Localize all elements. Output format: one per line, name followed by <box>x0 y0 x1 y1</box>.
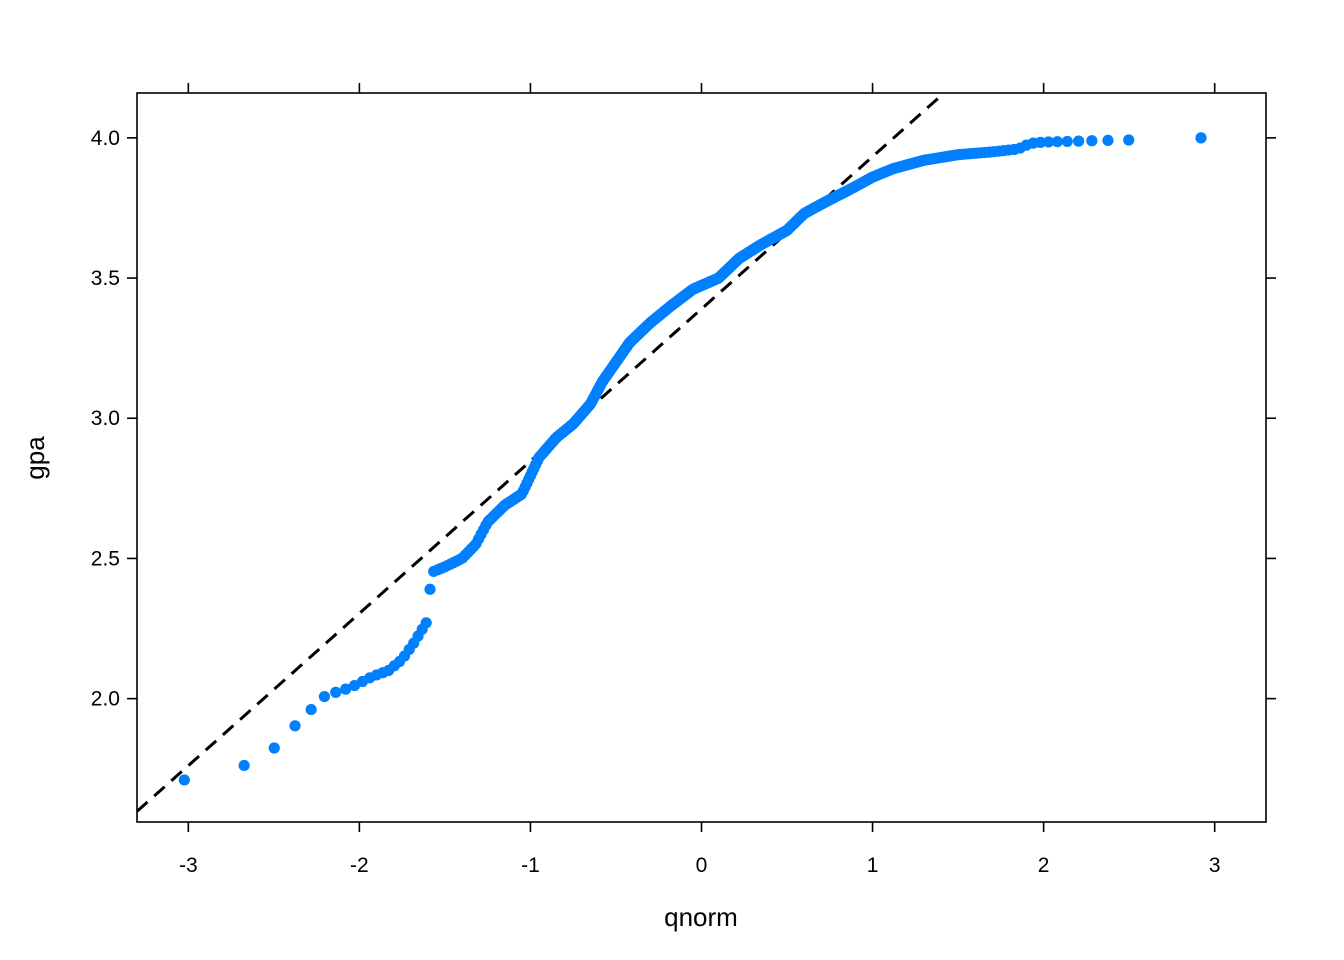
data-point <box>1102 134 1114 147</box>
x-tick-label: -3 <box>179 854 198 877</box>
x-tick-label: -1 <box>521 854 540 877</box>
y-tick-label: 4.0 <box>91 127 120 150</box>
data-point <box>305 703 317 716</box>
data-point <box>330 686 342 698</box>
data-point <box>268 742 280 754</box>
data-point <box>1051 136 1063 148</box>
axis-ticks: -3 -2 -1 0 1 2 3 2.0 2.5 3.0 3.5 4.0 <box>91 83 1276 877</box>
data-point <box>1042 136 1055 148</box>
data-point <box>1123 134 1135 146</box>
plot-frame <box>136 92 1267 823</box>
data-point <box>238 759 250 772</box>
data-point <box>1195 132 1207 144</box>
data-point <box>1072 135 1085 147</box>
data-point <box>420 617 432 629</box>
data-points <box>178 132 1207 786</box>
y-tick-label: 3.5 <box>91 267 120 290</box>
y-tick-label: 3.0 <box>91 407 120 430</box>
y-axis-title: gpa <box>20 436 50 480</box>
x-tick-label: -2 <box>350 854 369 877</box>
y-tick-label: 2.0 <box>91 688 120 711</box>
data-point <box>178 774 190 786</box>
y-tick-label: 2.5 <box>91 547 120 570</box>
x-axis-title: qnorm <box>664 902 738 932</box>
data-point <box>1034 136 1047 148</box>
data-point <box>1061 135 1073 148</box>
data-point <box>289 720 301 732</box>
x-tick-label: 0 <box>696 854 708 877</box>
x-tick-label: 2 <box>1038 854 1050 877</box>
x-tick-label: 3 <box>1209 854 1221 877</box>
data-point <box>340 683 352 695</box>
x-tick-label: 1 <box>867 854 879 877</box>
data-point <box>1086 135 1098 147</box>
data-point <box>424 583 436 595</box>
data-point <box>318 690 331 703</box>
